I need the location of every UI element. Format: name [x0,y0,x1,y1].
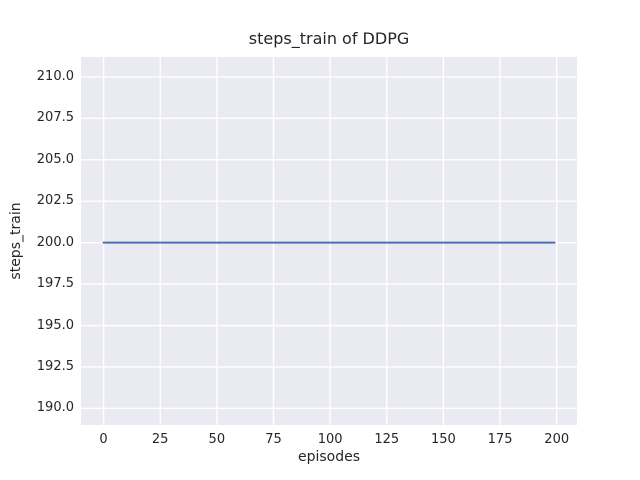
y-tick-label: 190.0 [36,400,74,416]
x-tick-label: 25 [151,432,169,447]
y-tick-label: 205.0 [36,151,74,167]
x-tick-label: 200 [544,432,570,447]
x-tick-label: 0 [99,432,108,447]
y-tick-label: 192.5 [36,358,74,374]
y-tick-label: 202.5 [36,193,74,209]
y-axis-label: steps_train [8,202,24,280]
x-tick-label: 125 [374,432,400,447]
x-tick-label: 150 [431,432,456,447]
y-tick-label: 200.0 [36,234,74,250]
x-tick-label: 100 [317,432,343,447]
y-tick-label: 207.5 [36,110,74,126]
x-axis-label: episodes [297,449,361,465]
x-tick-label: 75 [265,432,282,447]
x-tick-label: 50 [208,432,226,447]
y-tick-label: 210.0 [36,68,74,84]
y-tick-label: 195.0 [36,317,74,333]
plot-canvas [81,57,577,425]
x-tick-label: 175 [487,432,513,447]
chart-title: steps_train of DDPG [248,29,410,48]
y-tick-label: 197.5 [36,276,74,292]
plot-area [81,57,577,425]
